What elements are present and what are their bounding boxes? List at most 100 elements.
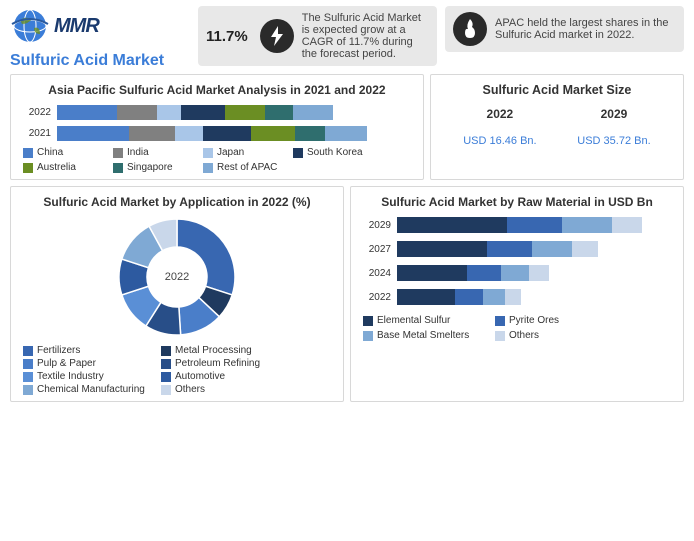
legend-item: China [23,147,103,158]
size-col-0: 2022 USD 16.46 Bn. [463,107,536,147]
market-size-title: Sulfuric Acid Market Size [443,83,671,97]
legend-swatch [161,385,171,395]
legend-item: Base Metal Smelters [363,330,483,341]
legend-label: Base Metal Smelters [377,330,469,341]
legend-label: Austrelia [37,162,76,173]
legend-label: India [127,147,149,158]
legend-swatch [161,372,171,382]
hbar-category-label: 2027 [363,244,397,255]
legend-label: Rest of APAC [217,162,277,173]
stacked-bar-row: 2022 [23,105,411,120]
hbar-segment [397,241,487,257]
hbar-segment [397,289,455,305]
hbar-segment [505,289,521,305]
hbar-category-label: 2022 [363,292,397,303]
legend-swatch [23,163,33,173]
legend-label: Pulp & Paper [37,358,96,369]
raw-bars-area: 2029202720242022 [363,217,671,305]
legend-label: Pyrite Ores [509,315,559,326]
hbar-category-label: 2029 [363,220,397,231]
legend-item: Pyrite Ores [495,315,615,326]
legend-label: Others [509,330,539,341]
legend-item: Others [161,384,291,395]
legend-label: Others [175,384,205,395]
apac-chart-title: Asia Pacific Sulfuric Acid Market Analys… [23,83,411,97]
bar-segment [129,126,175,141]
globe-icon [10,6,50,46]
raw-material-legend: Elemental Sulfur Pyrite Ores Base Metal Sm… [363,315,671,341]
raw-material-chart-title: Sulfuric Acid Market by Raw Material in … [363,195,671,209]
legend-item: Austrelia [23,162,103,173]
size-year-1: 2029 [577,107,650,121]
brand-name: MMR [54,15,99,38]
legend-item: Textile Industry [23,371,153,382]
legend-item: Metal Processing [161,345,291,356]
legend-swatch [23,372,33,382]
flame-icon [453,12,487,46]
hbar-segment [455,289,483,305]
header-row: MMR Sulfuric Acid Market 11.7% The Sulfu… [0,0,694,74]
bar-segment [57,105,117,120]
legend-item: South Korea [293,147,373,158]
logo-title-column: MMR Sulfuric Acid Market [10,6,190,70]
market-size-columns: 2022 USD 16.46 Bn. 2029 USD 35.72 Bn. [443,107,671,147]
legend-swatch [363,331,373,341]
legend-label: Fertilizers [37,345,80,356]
application-chart-title: Sulfuric Acid Market by Application in 2… [23,195,331,209]
hbar-stack [397,289,521,305]
region-text: APAC held the largest shares in the Sulf… [495,17,676,41]
legend-item: Singapore [113,162,193,173]
legend-swatch [23,346,33,356]
legend-swatch [23,385,33,395]
cagr-callout: 11.7% The Sulfuric Acid Market is expect… [198,6,437,66]
legend-item: Fertilizers [23,345,153,356]
bar-segment [57,126,129,141]
bar-segment [175,126,203,141]
legend-label: Petroleum Refining [175,358,260,369]
legend-swatch [113,148,123,158]
bar-segment [265,105,293,120]
bottom-panel-row: Sulfuric Acid Market by Application in 2… [10,186,684,402]
legend-item: Chemical Manufacturing [23,384,153,395]
bar-segment [325,126,367,141]
legend-swatch [203,148,213,158]
hbar-stack [397,265,549,281]
hbar-segment [397,217,507,233]
size-col-1: 2029 USD 35.72 Bn. [577,107,650,147]
legend-swatch [293,148,303,158]
bar-category-label: 2021 [23,128,57,139]
legend-swatch [23,148,33,158]
cagr-value: 11.7% [206,28,248,45]
application-chart-panel: Sulfuric Acid Market by Application in 2… [10,186,344,402]
apac-bars-area: 2022 2021 [23,105,411,141]
stacked-bar-row: 2021 [23,126,411,141]
bar-segment [157,105,181,120]
hbar-segment [501,265,529,281]
page-title: Sulfuric Acid Market [10,52,190,70]
donut-wrap: 2022 [23,217,331,337]
donut-slice [177,219,235,295]
legend-item: Japan [203,147,283,158]
application-legend: Fertilizers Metal Processing Pulp & Paper P… [23,345,331,395]
legend-label: Automotive [175,371,225,382]
hbar-segment [487,241,532,257]
legend-label: China [37,147,63,158]
hbar-row: 2029 [363,217,671,233]
region-callout: APAC held the largest shares in the Sulf… [445,6,684,52]
legend-label: Metal Processing [175,345,252,356]
legend-item: India [113,147,193,158]
hbar-stack [397,217,642,233]
legend-label: Elemental Sulfur [377,315,450,326]
legend-item: Pulp & Paper [23,358,153,369]
bar-segment [295,126,325,141]
bar-segment [225,105,265,120]
hbar-segment [529,265,549,281]
hbar-segment [562,217,612,233]
hbar-row: 2022 [363,289,671,305]
legend-item: Rest of APAC [203,162,283,173]
size-value-0: USD 16.46 Bn. [463,135,536,147]
legend-label: Singapore [127,162,173,173]
logo-row: MMR [10,6,190,46]
stacked-bar [57,126,367,141]
hbar-segment [397,265,467,281]
